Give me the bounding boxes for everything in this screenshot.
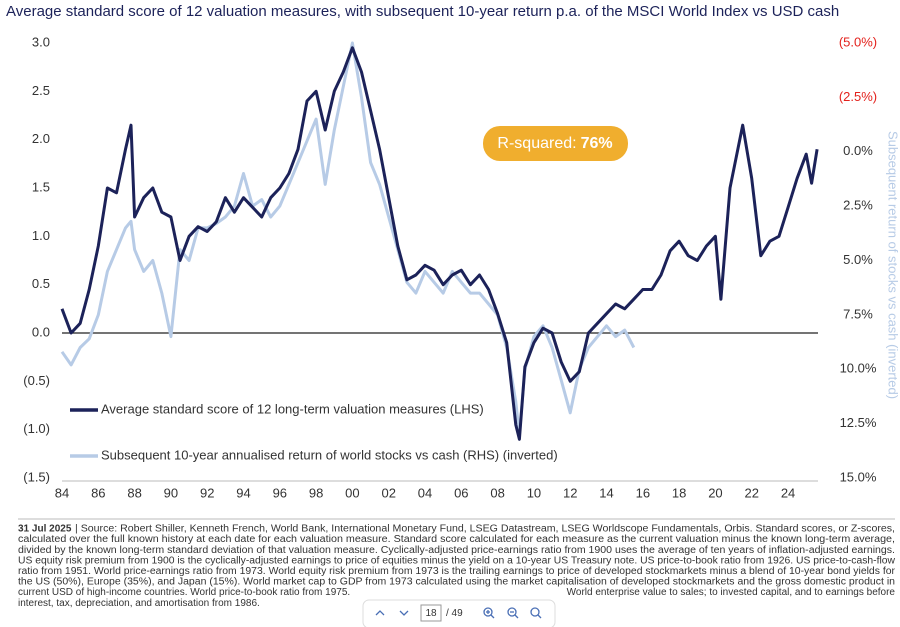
- y2-tick-label: 12.5%: [840, 415, 877, 430]
- next-page-button[interactable]: [399, 610, 409, 616]
- y-tick-label: 1.5: [32, 179, 50, 194]
- y-tick-label: 2.0: [32, 131, 50, 146]
- footnote-date: 31 Jul 2025: [18, 524, 72, 535]
- x-tick-label: 88: [127, 485, 141, 500]
- page-toolbar: 18 / 49: [362, 599, 556, 627]
- series-line: [60, 41, 636, 436]
- x-tick-label: 00: [345, 485, 359, 500]
- y-tick-label: 1.0: [32, 228, 50, 243]
- zoom-in-button[interactable]: [483, 607, 495, 619]
- footnote-line: US equity risk premium from 1900 is the …: [18, 555, 896, 566]
- x-tick-label: 18: [672, 485, 686, 500]
- annotation-label: R-squared:: [497, 135, 576, 152]
- y-tick-label: (0.5): [23, 373, 50, 388]
- series-line: [60, 46, 819, 441]
- footnote: 31 Jul 2025 | Source: Robert Shiller, Ke…: [18, 524, 896, 609]
- y2-tick-label: 15.0%: [840, 469, 877, 484]
- x-tick-label: 84: [55, 485, 69, 500]
- toolbar-bg: [362, 599, 556, 627]
- footnote-line: World enterprise value to sales; to inve…: [567, 587, 896, 598]
- y2-axis-title: Subsequent return of stocks vs cash (inv…: [886, 131, 900, 399]
- footnote-line: current USD of high-income countries. Wo…: [18, 587, 350, 598]
- chart-title: Average standard score of 12 valuation m…: [6, 3, 839, 20]
- annotation-value: 76%: [581, 135, 613, 152]
- x-tick-label: 16: [636, 485, 650, 500]
- x-tick-label: 24: [781, 485, 795, 500]
- legend-label: Subsequent 10-year annualised return of …: [101, 447, 558, 462]
- x-tick-label: 94: [236, 485, 250, 500]
- footnote-line: ratio from 1951. World price-earnings ra…: [18, 566, 896, 577]
- x-tick-label: 12: [563, 485, 577, 500]
- x-tick-label: 20: [708, 485, 722, 500]
- x-tick-label: 92: [200, 485, 214, 500]
- y-tick-label: 0.5: [32, 276, 50, 291]
- x-tick-label: 04: [418, 485, 432, 500]
- annotation-box: [483, 126, 628, 161]
- x-tick-label: 90: [164, 485, 178, 500]
- x-tick-label: 98: [309, 485, 323, 500]
- x-tick-label: 86: [91, 485, 105, 500]
- y-tick-label: 0.0: [32, 324, 50, 339]
- page-total: / 49: [446, 608, 463, 619]
- x-tick-label: 14: [599, 485, 613, 500]
- zoom-out-button[interactable]: [507, 607, 519, 619]
- footnote-line: calculated over the full known history a…: [18, 534, 895, 545]
- legend-label: Average standard score of 12 long-term v…: [101, 401, 484, 416]
- page-input[interactable]: [420, 604, 442, 622]
- y-tick-label: (1.5): [23, 469, 50, 484]
- search-button[interactable]: [530, 607, 542, 619]
- y-tick-label: 2.5: [32, 83, 50, 98]
- footnote-line: interest, tax, depreciation, and amortis…: [18, 598, 260, 609]
- y2-tick-label: (5.0%): [839, 34, 877, 49]
- x-tick-label: 96: [273, 485, 287, 500]
- annotation: R-squared: 76%: [497, 135, 612, 152]
- y-tick-label: (1.0): [23, 421, 50, 436]
- footnote-line: | Source: Robert Shiller, Kenneth French…: [75, 524, 895, 535]
- footnote-line: the US (50%), Europe (35%), and Japan (1…: [18, 577, 895, 588]
- x-tick-label: 06: [454, 485, 468, 500]
- x-tick-label: 22: [745, 485, 759, 500]
- x-tick-label: 02: [381, 485, 395, 500]
- footnote-line: divided by the known long-term standard …: [18, 545, 895, 556]
- y-tick-label: 3.0: [32, 34, 50, 49]
- y2-tick-label: 10.0%: [840, 361, 877, 376]
- x-tick-label: 10: [527, 485, 541, 500]
- y2-tick-label: (2.5%): [839, 89, 877, 104]
- y2-tick-label: 7.5%: [843, 306, 873, 321]
- x-tick-label: 08: [490, 485, 504, 500]
- y2-tick-label: 5.0%: [843, 252, 873, 267]
- page-number: 18: [425, 608, 437, 619]
- y2-tick-label: 0.0%: [843, 143, 873, 158]
- prev-page-button[interactable]: [375, 610, 385, 616]
- y2-tick-label: 2.5%: [843, 198, 873, 213]
